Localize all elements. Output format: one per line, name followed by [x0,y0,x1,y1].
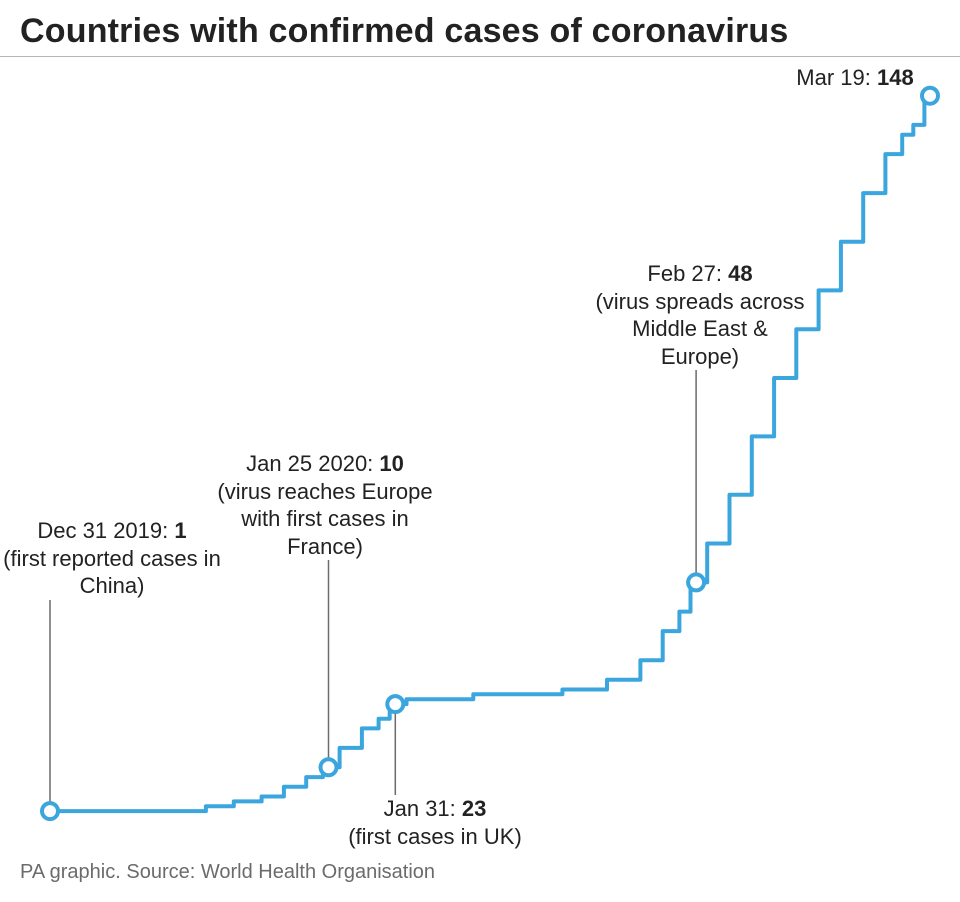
line-chart [0,56,960,846]
annotation-p5: Mar 19: 148 [745,64,960,92]
annotation-p4: Feb 27: 48(virus spreads across Middle E… [590,260,810,370]
annotation-note: (first cases in UK) [325,823,545,851]
annotation-p3: Jan 31: 23(first cases in UK) [325,795,545,850]
series-markers [42,88,938,819]
data-marker [321,759,337,775]
data-marker [688,574,704,590]
annotation-value: 48 [728,261,752,286]
series-line [50,96,930,811]
annotation-date: Feb 27: [647,261,728,286]
annotation-p1: Dec 31 2019: 1(first reported cases in C… [2,517,222,600]
annotation-value: 1 [174,518,186,543]
annotation-value: 23 [462,796,486,821]
annotation-note: (first reported cases in China) [2,545,222,600]
annotation-date: Mar 19: [796,65,877,90]
data-marker [42,803,58,819]
annotation-date: Jan 31: [384,796,462,821]
annotation-value: 10 [379,451,403,476]
annotation-date: Dec 31 2019: [37,518,174,543]
annotation-note: (virus reaches Europe with first cases i… [215,478,435,561]
annotation-value: 148 [877,65,914,90]
annotation-date: Jan 25 2020: [246,451,379,476]
data-marker [387,696,403,712]
chart-title: Countries with confirmed cases of corona… [20,12,789,51]
chart-container: Countries with confirmed cases of corona… [0,0,960,902]
annotation-p2: Jan 25 2020: 10(virus reaches Europe wit… [215,450,435,560]
source-line: PA graphic. Source: World Health Organis… [20,861,435,884]
annotation-note: (virus spreads across Middle East & Euro… [590,288,810,371]
